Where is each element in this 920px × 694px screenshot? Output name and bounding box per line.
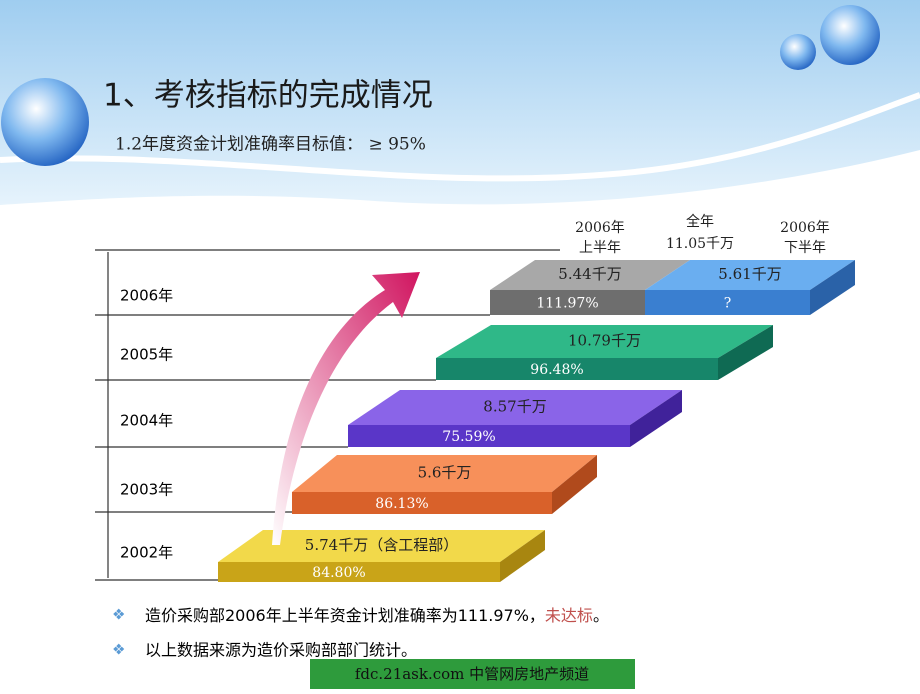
step-front xyxy=(436,358,718,380)
swoosh xyxy=(0,92,920,182)
step-front xyxy=(490,290,645,315)
sphere xyxy=(780,34,816,70)
header-band xyxy=(0,0,920,205)
footer-box xyxy=(310,659,635,689)
column-header: 下半年 xyxy=(784,240,826,256)
column-header: 11.05千万 xyxy=(666,236,734,252)
year-label: 2006年 xyxy=(120,287,173,305)
step-side xyxy=(630,390,682,447)
step-rate: 86.13% xyxy=(375,496,428,512)
step-rate: 75.59% xyxy=(442,429,495,445)
sphere xyxy=(820,5,880,65)
step-top xyxy=(348,390,682,425)
bullet: 以上数据来源为造价采购部部门统计。 xyxy=(145,641,417,660)
step-front xyxy=(292,492,552,514)
column-header: 2006年 xyxy=(575,220,625,236)
bullet-icon: ❖ xyxy=(112,606,125,624)
title: 1、考核指标的完成情况 xyxy=(103,78,433,114)
step-side xyxy=(500,530,545,582)
subtitle: 1.2年度资金计划准确率目标值： ≥ 95% xyxy=(115,135,426,155)
step-amount: 8.57千万 xyxy=(483,398,546,416)
step-amount: 5.6千万 xyxy=(418,464,472,482)
year-label: 2004年 xyxy=(120,412,173,430)
step-side xyxy=(552,455,597,514)
step-front xyxy=(645,290,810,315)
year-label: 2005年 xyxy=(120,346,173,364)
step-amount: 5.44千万 xyxy=(558,265,621,283)
step-rate: ? xyxy=(724,296,732,312)
footer: fdc.21ask.com 中管网房地产频道 xyxy=(355,665,589,683)
step-top xyxy=(218,530,545,562)
steps: 5.74千万（含工程部） 84.80% 5.6千万 86.13% 8.57千万 75.59… xyxy=(218,260,855,582)
step-top xyxy=(436,325,773,358)
growth-arrow xyxy=(272,272,420,545)
step-front xyxy=(218,562,500,582)
step-amount: 5.61千万 xyxy=(718,265,781,283)
step-amount: 10.79千万 xyxy=(568,332,641,350)
year-label: 2003年 xyxy=(120,481,173,499)
step-top xyxy=(490,260,690,290)
step-rate: 111.97% xyxy=(536,296,598,312)
sphere xyxy=(1,78,89,166)
step-top xyxy=(645,260,855,290)
grid xyxy=(95,249,560,581)
step-side xyxy=(810,260,855,315)
bullet: 造价采购部2006年上半年资金计划准确率为111.97%，未达标。 xyxy=(145,606,609,625)
column-header: 2006年 xyxy=(780,220,830,236)
step-top xyxy=(292,455,597,492)
column-header: 上半年 xyxy=(579,240,621,256)
year-label: 2002年 xyxy=(120,544,173,562)
step-side xyxy=(718,325,773,380)
column-header: 全年 xyxy=(686,213,714,230)
bullet-icon: ❖ xyxy=(112,641,125,659)
step-rate: 96.48% xyxy=(530,362,583,378)
step-rate: 84.80% xyxy=(312,565,365,581)
step-amount: 5.74千万（含工程部） xyxy=(305,536,458,554)
step-front xyxy=(348,425,630,447)
